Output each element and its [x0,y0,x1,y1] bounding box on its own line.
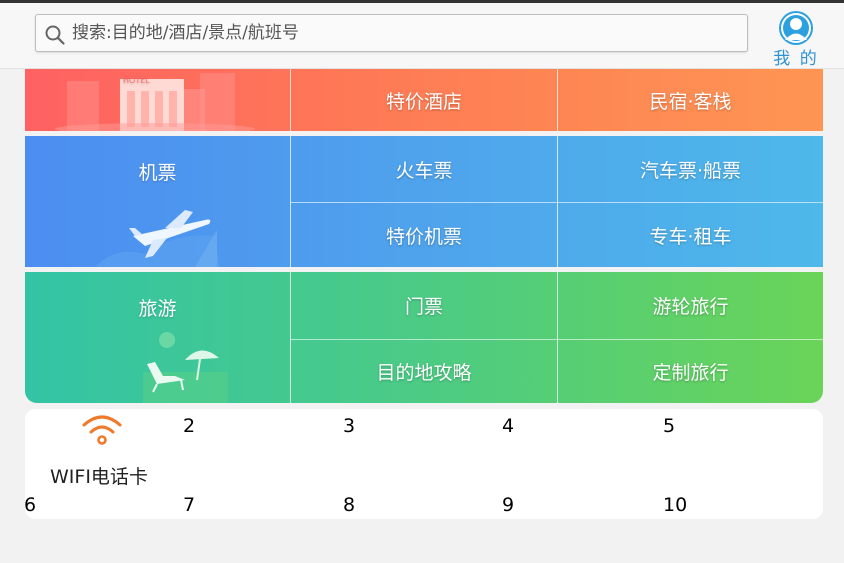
item-number[interactable]: 6 [24,494,37,516]
divider [557,69,558,131]
divider [557,272,558,403]
search-icon [45,25,65,45]
divider [291,202,823,203]
item-number[interactable]: 5 [663,415,676,437]
attraction-ticket-link[interactable]: 门票 [404,296,443,318]
wifi-sim-card-link[interactable]: WIFI电话卡 [50,466,148,488]
cheap-hotel-link[interactable]: 特价酒店 [385,90,462,113]
bus-ship-ticket-link[interactable]: 汽车票·船票 [639,159,742,182]
item-number[interactable]: 7 [183,494,196,516]
hotel-card[interactable]: HOTEL [25,69,290,131]
flight-card-label: 机票 [138,162,177,184]
flight-card[interactable]: 机票 [25,136,290,267]
secondary-section [25,409,823,519]
divider [290,69,291,131]
item-number[interactable]: 4 [502,415,515,437]
travel-card-label: 旅游 [138,298,177,320]
beach-chair-icon [143,332,228,403]
destination-guide-link[interactable]: 目的地攻略 [376,362,472,384]
my-account-label: 我 的 [773,49,819,69]
cruise-link[interactable]: 游轮旅行 [652,296,729,318]
divider [291,339,823,340]
item-number[interactable]: 2 [183,415,196,437]
hotel-building-icon: HOTEL [55,73,255,131]
homestay-inn-link[interactable]: 民宿·客栈 [649,90,732,113]
divider [557,136,558,267]
svg-text:HOTEL: HOTEL [123,76,150,85]
search-input[interactable] [72,19,732,47]
hotel-section: HOTEL 特价酒店 民宿·客栈 [25,69,823,131]
item-number[interactable]: 3 [343,415,356,437]
my-account-button[interactable]: 我 的 [770,11,822,69]
search-box[interactable] [35,14,748,52]
item-number[interactable]: 8 [343,494,356,516]
train-ticket-link[interactable]: 火车票 [395,159,453,182]
travel-card[interactable]: 旅游 [25,272,290,403]
car-rental-link[interactable]: 专车·租车 [649,225,732,248]
wifi-icon[interactable] [82,413,122,447]
airplane-icon [95,210,220,267]
custom-travel-link[interactable]: 定制旅行 [652,362,729,384]
divider [290,272,291,403]
header: 我 的 [0,3,844,69]
cheap-flight-link[interactable]: 特价机票 [385,225,462,248]
divider [290,136,291,267]
travel-section: 旅游 门票 游轮旅行 目的地攻略 定制旅行 [25,272,823,403]
item-number[interactable]: 9 [502,494,515,516]
item-number[interactable]: 10 [663,494,688,516]
avatar-icon [779,11,813,45]
flight-section: 机票 火车票 汽车票·船票 特价机票 专车·租车 [25,136,823,267]
top-border [0,0,844,3]
